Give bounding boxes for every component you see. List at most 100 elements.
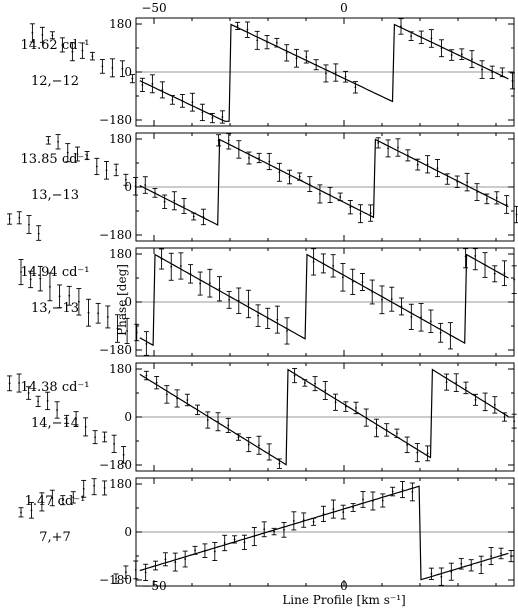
data-point — [237, 148, 240, 151]
data-point — [268, 160, 271, 163]
data-point — [145, 343, 148, 345]
data-point — [298, 175, 301, 178]
data-point — [312, 260, 315, 263]
top-axis: −50050 — [141, 1, 347, 15]
data-point — [217, 420, 219, 423]
data-point — [322, 262, 325, 265]
data-point — [257, 314, 259, 317]
data-point — [93, 484, 96, 487]
data-point — [194, 549, 196, 552]
data-point — [41, 33, 44, 36]
data-point — [115, 577, 117, 580]
data-point — [211, 117, 214, 119]
data-point — [199, 282, 202, 285]
data-point — [82, 487, 85, 490]
data-point — [176, 397, 178, 400]
frequency-label: 1.47 cd⁻¹ — [24, 494, 86, 509]
data-point — [285, 51, 288, 54]
data-point — [141, 83, 144, 86]
data-point — [51, 34, 54, 37]
model-curve — [139, 485, 509, 581]
data-point — [369, 212, 372, 215]
data-point — [416, 451, 419, 454]
data-point — [204, 549, 206, 552]
data-point — [171, 99, 174, 101]
data-point — [312, 520, 315, 523]
y-axis-title: Phase [deg] — [115, 264, 129, 336]
data-point — [164, 558, 167, 561]
mode-label: 13,−13 — [30, 188, 80, 203]
data-point — [28, 223, 30, 226]
data-point — [247, 303, 250, 305]
data-point — [334, 71, 337, 74]
data-point — [460, 562, 463, 565]
data-point — [513, 420, 516, 423]
data-point — [71, 50, 74, 53]
data-point — [8, 218, 11, 220]
data-point — [464, 386, 467, 389]
data-point — [154, 191, 156, 194]
data-point — [155, 381, 158, 384]
model-curve — [139, 253, 509, 347]
data-point — [361, 281, 364, 283]
y-tick-label: 0 — [124, 180, 132, 194]
data-point — [484, 400, 487, 403]
y-tick-label: 180 — [109, 362, 132, 376]
data-point — [154, 564, 157, 567]
data-point — [228, 298, 231, 301]
data-point — [237, 436, 240, 438]
data-point — [495, 196, 498, 199]
data-point — [411, 491, 414, 493]
phase-panel-3: 180 0 −180 — [18, 247, 517, 357]
data-point — [511, 80, 514, 82]
data-point — [292, 519, 295, 522]
bottom-tick-label: 0 — [340, 579, 348, 593]
data-point — [233, 538, 236, 541]
data-point — [308, 183, 311, 185]
data-point — [471, 58, 473, 61]
data-point — [342, 276, 344, 279]
phase-panel-1: 180 0 −180 — [29, 17, 515, 127]
data-point — [126, 330, 129, 332]
data-point — [66, 151, 69, 154]
data-point — [202, 216, 205, 218]
data-point — [247, 443, 250, 446]
data-point — [20, 271, 22, 273]
data-point — [144, 571, 147, 574]
mode-label: 12,−12 — [30, 74, 80, 89]
data-point — [440, 47, 443, 50]
phase-panel-4: 180 0 −180 — [7, 362, 517, 472]
data-point — [46, 400, 49, 402]
y-tick-label: 0 — [124, 65, 132, 79]
data-point — [288, 176, 291, 178]
data-point — [396, 432, 398, 435]
data-point — [116, 327, 119, 330]
data-point — [349, 206, 352, 209]
data-point — [484, 264, 486, 266]
model-curve — [139, 138, 509, 226]
data-point — [295, 57, 298, 60]
data-point — [503, 272, 506, 275]
data-point — [410, 315, 413, 318]
data-point — [266, 317, 269, 320]
frequency-label: 14.62 cd⁻¹ — [20, 38, 90, 53]
data-point — [29, 278, 32, 281]
data-point — [196, 408, 199, 411]
data-point — [174, 561, 177, 563]
data-point — [510, 555, 512, 557]
data-point — [84, 425, 87, 428]
data-point — [371, 500, 374, 502]
data-point — [429, 320, 432, 323]
data-point — [145, 374, 148, 377]
data-point — [76, 153, 79, 155]
data-point — [355, 407, 357, 409]
data-point — [332, 508, 335, 510]
data-point — [381, 298, 383, 301]
data-point — [111, 66, 114, 69]
y-tick-label: 180 — [109, 247, 132, 261]
data-point — [121, 67, 124, 70]
data-point — [57, 140, 59, 143]
data-point — [505, 203, 508, 206]
frequency-label: 14.94 cd⁻¹ — [20, 265, 90, 280]
data-point — [31, 31, 34, 34]
